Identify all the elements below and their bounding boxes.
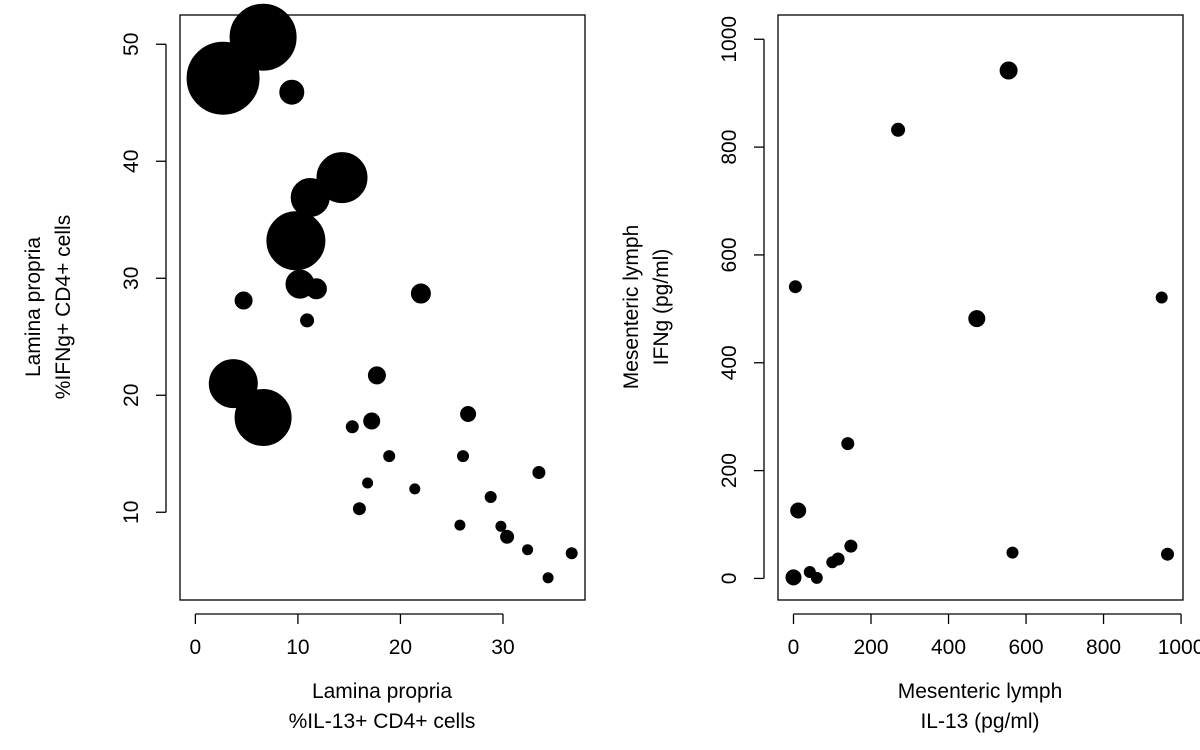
left-point-27 [522, 544, 534, 556]
left-point-9 [300, 313, 315, 328]
left-point-10 [410, 283, 431, 304]
right-plot-panel: 0 200 400 600 800 1000 0 200 400 600 800 1000 Mese… [620, 14, 1200, 733]
left-point-21 [409, 483, 421, 495]
left-x-axis-label-line2: %IL-13+ CD4+ cells [289, 710, 476, 733]
left-y-axis-label-line2: %IFNg+ CD4+ cells [52, 215, 75, 399]
left-point-3 [316, 152, 368, 204]
left-point-18 [457, 450, 469, 463]
right-x-tick-label-4: 800 [1086, 636, 1121, 659]
left-x-axis: 0 10 20 30 [190, 613, 515, 659]
left-point-20 [362, 477, 374, 489]
left-point-12 [234, 389, 292, 446]
right-point-3 [1155, 291, 1168, 304]
right-point-11 [826, 556, 839, 569]
right-x-tick-label-1: 200 [853, 636, 888, 659]
right-plot-box [777, 14, 1184, 601]
left-x-tick-label-0: 0 [190, 636, 202, 659]
left-y-axis: 10 20 30 40 50 [120, 33, 167, 524]
right-x-tick-label-5: 1000 [1158, 636, 1200, 659]
left-y-tick-label-4: 50 [120, 33, 143, 56]
left-y-tick-label-1: 20 [120, 384, 143, 407]
right-y-tick-label-1: 200 [718, 453, 741, 488]
left-point-25 [495, 520, 507, 532]
left-x-tick-label-3: 30 [491, 636, 514, 659]
left-point-15 [345, 420, 359, 434]
left-point-22 [484, 491, 497, 503]
left-point-2 [279, 79, 305, 105]
left-plot-panel: 0 10 20 30 10 20 30 40 50 Lamina propria %IL-13… [22, 3, 586, 733]
right-point-2 [788, 280, 802, 294]
left-y-tick-label-0: 10 [120, 501, 143, 524]
right-x-tick-label-3: 600 [1009, 636, 1044, 659]
right-y-tick-label-2: 400 [718, 345, 741, 380]
right-y-tick-label-0: 0 [718, 573, 741, 585]
left-point-5 [266, 211, 326, 271]
right-point-5 [841, 437, 855, 451]
right-point-4 [968, 310, 986, 328]
right-y-axis-label-line2: IFNg (pg/ml) [650, 249, 673, 366]
right-y-tick-label-3: 600 [718, 237, 741, 272]
right-point-1 [891, 122, 906, 137]
right-y-tick-label-5: 1000 [718, 16, 741, 63]
left-point-4 [290, 178, 330, 217]
left-y-axis-label-line1: Lamina propria [22, 237, 45, 377]
left-point-26 [500, 529, 515, 544]
left-point-13 [367, 366, 386, 385]
left-x-tick-label-1: 10 [286, 636, 309, 659]
left-point-29 [542, 572, 554, 584]
left-point-23 [352, 502, 366, 516]
left-point-1 [229, 3, 297, 71]
right-points [785, 61, 1174, 586]
left-point-28 [565, 547, 578, 560]
right-x-axis-label-line1: Mesenteric lymph [898, 680, 1063, 703]
left-point-16 [363, 412, 381, 430]
left-y-tick-label-2: 30 [120, 267, 143, 290]
right-point-13 [785, 569, 802, 586]
right-point-8 [1006, 546, 1019, 559]
right-point-7 [844, 539, 858, 553]
right-x-axis: 0 200 400 600 800 1000 [788, 613, 1200, 659]
right-x-tick-label-0: 0 [788, 636, 800, 659]
left-plot-box [179, 14, 586, 601]
right-x-axis-label-line2: IL-13 (pg/ml) [920, 710, 1039, 733]
left-point-24 [454, 519, 466, 531]
left-x-axis-label-line1: Lamina propria [312, 680, 452, 703]
right-y-axis-label-line1: Mesenteric lymph [620, 225, 643, 390]
right-point-0 [999, 61, 1018, 80]
right-point-14 [810, 571, 823, 584]
right-y-axis: 0 200 400 600 800 1000 [718, 16, 765, 585]
right-y-tick-label-4: 800 [718, 130, 741, 165]
left-point-14 [460, 406, 477, 422]
right-point-9 [1161, 547, 1174, 561]
left-y-tick-label-3: 40 [120, 150, 143, 173]
right-point-6 [790, 502, 807, 519]
left-points [186, 3, 578, 584]
left-point-19 [532, 466, 546, 479]
left-point-17 [383, 450, 396, 463]
right-x-tick-label-2: 400 [931, 636, 966, 659]
left-point-7 [305, 278, 327, 300]
left-x-tick-label-2: 20 [389, 636, 412, 659]
left-point-8 [234, 291, 253, 310]
